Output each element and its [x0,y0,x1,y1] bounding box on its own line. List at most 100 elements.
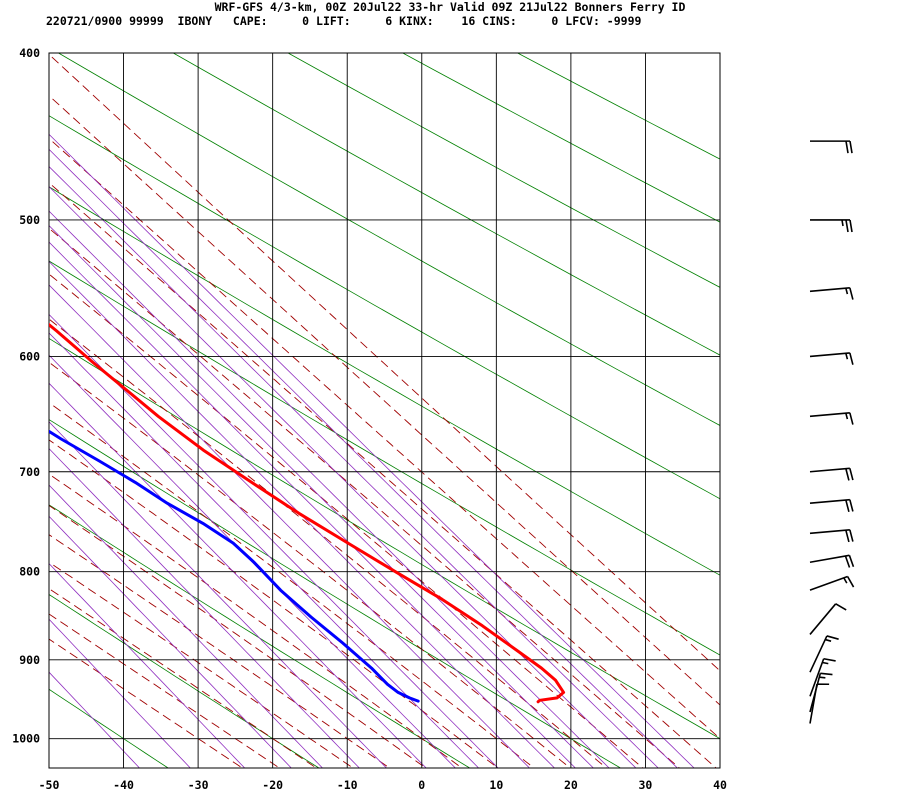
wind-barb [809,287,854,300]
wind-barb-feather [845,141,849,154]
wind-barb-staff [809,658,825,697]
dry-adiabat [49,593,320,768]
y-tick-label: 600 [19,349,40,363]
mixing-ratio-line [49,618,191,768]
dry-adiabat [49,260,720,656]
mixing-ratio-line [49,225,594,768]
wind-barb [809,554,855,568]
wind-barb-staff [809,603,837,635]
wind-barb-feather [849,412,854,425]
wind-barb [809,529,854,543]
wind-barb-feather [849,141,853,154]
wind-barb-staff [809,684,818,724]
mixing-ratio-line [49,562,246,768]
x-tick-label: -10 [337,778,358,792]
moist-adiabat [49,318,608,768]
x-tick-label: 30 [639,778,653,792]
moist-adiabat [49,95,720,706]
wind-barb [809,412,854,425]
dry-adiabat [516,53,720,160]
chart-title: WRF-GFS 4/3-km, 00Z 20Jul22 33-hr Valid … [214,0,686,14]
x-tick-label: -50 [39,778,60,792]
x-tick-label: -30 [188,778,209,792]
mixing-ratio-line [49,332,480,768]
x-tick-label: -40 [113,778,134,792]
dry-adiabat [49,115,720,500]
mixing-ratio-line [49,382,427,768]
wind-barb-feather [849,219,853,233]
mixing-ratio-line [49,165,659,768]
wind-barb-half-feather [841,219,844,227]
y-tick-label: 800 [19,565,40,579]
mixing-ratio-line [49,284,531,768]
moist-adiabat [49,182,717,768]
moist-adiabat [49,273,644,768]
y-tick-label: 1000 [12,732,40,746]
wind-barb [809,683,830,724]
y-tick-label: 500 [19,213,40,227]
thermo-background [0,15,720,783]
x-tick-label: 40 [713,778,727,792]
mixing-ratio-line [49,133,695,768]
wind-barb-feather [849,287,854,300]
wind-barb-feather [849,499,854,512]
wind-barb-half-feather [845,287,849,295]
wind-barb-feather [848,555,855,568]
moist-adiabat [49,227,681,768]
wind-barb [810,140,853,154]
plot-grid [48,52,721,769]
wind-barb [809,635,839,673]
wind-barb-staff [809,287,850,293]
wind-barb-feather [844,555,851,568]
wind-barb-half-feather [822,661,829,665]
mixing-ratio-line [49,313,499,768]
moist-adiabat [49,504,427,768]
wind-barb-feather [849,468,854,481]
dry-adiabat [0,15,38,783]
mixing-ratio-line [49,484,324,768]
mixing-ratio-line [49,354,456,768]
wind-barb-staff [809,635,828,673]
dry-adiabat [49,504,471,768]
wind-barb-staff [809,575,848,591]
dry-adiabat [287,53,720,288]
wind-barb [809,467,854,481]
dry-adiabat [49,337,720,740]
wind-barb-feather [849,352,854,365]
wind-barb-staff [809,412,850,418]
axis-tick-labels: -50 -40 -30 -20 -10 0 10 20 30 40 400 500 600 700 800 9… [12,46,727,792]
wind-barb-feather [826,635,839,640]
mixing-ratio-line [49,421,388,768]
wind-barb [809,352,854,365]
y-tick-label: 900 [19,653,40,667]
dry-adiabat [49,419,622,768]
wind-barb-staff [809,352,850,358]
wind-barb-feather [845,499,850,512]
moist-adiabat [49,561,354,768]
wind-barb-feather [845,219,849,233]
wind-barbs [809,140,855,724]
mixing-ratio-line [49,210,610,768]
wind-barb [809,498,854,512]
wind-barb [809,657,836,697]
wind-barb-feather [849,529,854,542]
wind-barb-feather [845,529,850,543]
wind-barb-feather [823,657,836,662]
mixing-ratio-line [49,671,141,768]
station-indices: 220721/0900 99999 IBONY CAPE: 0 LIFT: 6 … [46,14,642,28]
wind-barb-staff [809,529,850,535]
wind-barb-feather [846,576,855,588]
plot-frame [48,52,721,769]
dry-adiabat [49,186,720,576]
moist-adiabat [49,439,499,768]
moist-adiabat [49,402,535,768]
chart-header: WRF-GFS 4/3-km, 00Z 20Jul22 33-hr Valid … [0,0,900,34]
y-tick-label: 400 [19,46,40,60]
mixing-ratio-line [49,515,292,768]
wind-barb-half-feather [845,412,849,420]
mixing-ratio-line [49,186,637,768]
moist-adiabat [49,137,720,740]
temperature-profile-line [49,322,566,704]
wind-barb [809,603,847,635]
